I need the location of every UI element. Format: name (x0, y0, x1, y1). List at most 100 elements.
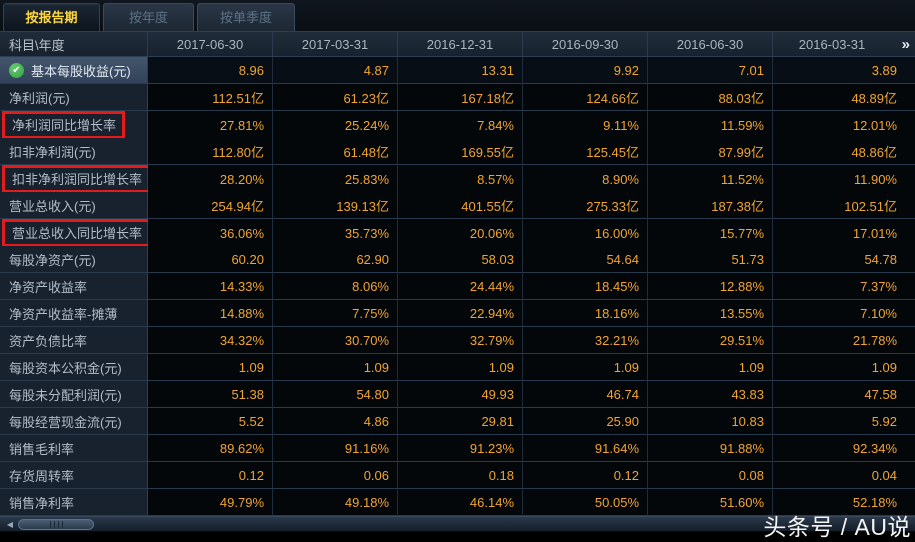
cell-value: 34.32% (148, 327, 273, 354)
cell-value: 11.59% (648, 111, 773, 140)
cell-value: 14.88% (148, 300, 273, 327)
table-row[interactable]: 净资产收益率-摊薄 14.88% 7.75% 22.94% 18.16% 13.55% 7… (0, 300, 915, 327)
row-label-text: 销售净利率 (9, 495, 75, 511)
table-row[interactable]: 每股净资产(元) 60.20 62.90 58.03 54.64 51.73 54.78 (0, 246, 915, 273)
cell-value: 13.31 (398, 57, 523, 84)
cell-value: 25.90 (523, 408, 648, 435)
table-row[interactable]: 净利润同比增长率 27.81% 25.24% 7.84% 9.11% 11.59% 12.… (0, 111, 915, 140)
table-row[interactable]: 营业总收入(元) 254.94亿 139.13亿 401.55亿 275.33亿 187… (0, 192, 915, 219)
cell-value: 47.58 (773, 381, 915, 408)
cell-value: 254.94亿 (148, 192, 273, 219)
cell-value: 49.79% (148, 489, 273, 516)
cell-value: 11.52% (648, 165, 773, 194)
row-label-text: 每股净资产(元) (9, 252, 96, 268)
cell-value: 0.08 (648, 462, 773, 489)
cell-value: 30.70% (273, 327, 398, 354)
cell-value: 51.60% (648, 489, 773, 516)
cell-value: 4.87 (273, 57, 398, 84)
cell-value: 60.20 (148, 246, 273, 273)
table-row[interactable]: 每股资本公积金(元) 1.09 1.09 1.09 1.09 1.09 1.09 (0, 354, 915, 381)
column-header-label: 2016-03-31 (798, 36, 866, 52)
tab-report-period[interactable]: 按报告期 (3, 3, 100, 31)
row-label-text: 扣非净利润(元) (9, 144, 96, 160)
cell-value: 49.18% (273, 489, 398, 516)
grip-lines-icon (49, 521, 63, 528)
tab-single-quarter[interactable]: 按单季度 (197, 3, 295, 31)
cell-value: 125.45亿 (523, 138, 648, 165)
cell-value: 54.78 (773, 246, 915, 273)
cell-value: 1.09 (773, 354, 915, 381)
cell-value: 10.83 (648, 408, 773, 435)
table-row[interactable]: 资产负债比率 34.32% 30.70% 32.79% 32.21% 29.51% 21.… (0, 327, 915, 354)
table-row[interactable]: 营业总收入同比增长率 36.06% 35.73% 20.06% 16.00% 15.77… (0, 219, 915, 248)
cell-value: 1.09 (273, 354, 398, 381)
table-row[interactable]: 销售净利率 49.79% 49.18% 46.14% 50.05% 51.60% 52.1… (0, 489, 915, 516)
cell-value: 54.64 (523, 246, 648, 273)
cell-value: 12.88% (648, 273, 773, 300)
table-row[interactable]: 净利润(元) 112.51亿 61.23亿 167.18亿 124.66亿 88.03亿… (0, 84, 915, 111)
check-icon: ✔ (9, 62, 24, 78)
cell-value: 9.11% (523, 111, 648, 140)
cell-value: 8.96 (148, 57, 273, 84)
cell-value: 5.92 (773, 408, 915, 435)
cell-value: 91.64% (523, 435, 648, 462)
header-last-column: 2016-03-31 » (773, 32, 915, 56)
cell-value: 12.01% (773, 111, 915, 140)
cell-value: 8.90% (523, 165, 648, 194)
cell-value: 46.14% (398, 489, 523, 516)
cell-value: 139.13亿 (273, 192, 398, 219)
row-label-text: 每股未分配利润(元) (9, 387, 122, 403)
cell-value: 9.92 (523, 57, 648, 84)
cell-value: 89.62% (148, 435, 273, 462)
cell-value: 28.20% (148, 165, 273, 194)
cell-value: 22.94% (398, 300, 523, 327)
cell-value: 0.04 (773, 462, 915, 489)
table-row[interactable]: 每股经营现金流(元) 5.52 4.86 29.81 25.90 10.83 5.92 (0, 408, 915, 435)
horizontal-scrollbar[interactable]: ◀ (0, 516, 915, 532)
cell-value: 52.18% (773, 489, 915, 516)
cell-value: 16.00% (523, 219, 648, 248)
cell-value: 21.78% (773, 327, 915, 354)
cell-value: 112.80亿 (148, 138, 273, 165)
cell-value: 91.23% (398, 435, 523, 462)
cell-value: 91.88% (648, 435, 773, 462)
table-row[interactable]: 存货周转率 0.12 0.06 0.18 0.12 0.08 0.04 (0, 462, 915, 489)
cell-value: 48.89亿 (773, 84, 915, 111)
table-row[interactable]: ✔ 基本每股收益(元) 8.96 4.87 13.31 9.92 7.01 3.89 (0, 57, 915, 84)
cell-value: 1.09 (648, 354, 773, 381)
cell-value: 29.81 (398, 408, 523, 435)
table-body: ✔ 基本每股收益(元) 8.96 4.87 13.31 9.92 7.01 3.89 净利润… (0, 57, 915, 516)
cell-value: 7.10% (773, 300, 915, 327)
scrollbar-thumb[interactable] (18, 519, 94, 530)
scroll-left-icon[interactable]: ◀ (6, 520, 14, 529)
cell-value: 61.23亿 (273, 84, 398, 111)
row-label: 营业总收入(元) (0, 192, 148, 219)
cell-value: 20.06% (398, 219, 523, 248)
table-row[interactable]: 销售毛利率 89.62% 91.16% 91.23% 91.64% 91.88% 92.3… (0, 435, 915, 462)
cell-value: 7.75% (273, 300, 398, 327)
tab-annual[interactable]: 按年度 (103, 3, 194, 31)
tab-bar: 按报告期 按年度 按单季度 (0, 0, 915, 31)
more-columns-icon[interactable]: » (901, 35, 910, 53)
cell-value: 8.06% (273, 273, 398, 300)
watermark-text: 头条号 / AU说 (763, 514, 911, 540)
row-label: 销售毛利率 (0, 435, 148, 462)
cell-value: 51.73 (648, 246, 773, 273)
table-row[interactable]: 扣非净利润同比增长率 28.20% 25.83% 8.57% 8.90% 11.52% 1… (0, 165, 915, 194)
cell-value: 15.77% (648, 219, 773, 248)
cell-value: 7.84% (398, 111, 523, 140)
row-label: 净利润同比增长率 (0, 111, 148, 140)
cell-value: 0.12 (148, 462, 273, 489)
column-header: 2017-03-31 (273, 32, 398, 56)
cell-value: 11.90% (773, 165, 915, 194)
cell-value: 3.89 (773, 57, 915, 84)
column-header: 2016-12-31 (398, 32, 523, 56)
table-row[interactable]: 扣非净利润(元) 112.80亿 61.48亿 169.55亿 125.45亿 87.9… (0, 138, 915, 165)
row-label: 每股未分配利润(元) (0, 381, 148, 408)
row-label-text: 每股资本公积金(元) (9, 360, 122, 376)
cell-value: 24.44% (398, 273, 523, 300)
cell-value: 32.79% (398, 327, 523, 354)
row-label: 存货周转率 (0, 462, 148, 489)
table-row[interactable]: 净资产收益率 14.33% 8.06% 24.44% 18.45% 12.88% 7.37… (0, 273, 915, 300)
table-row[interactable]: 每股未分配利润(元) 51.38 54.80 49.93 46.74 43.83 47.5… (0, 381, 915, 408)
